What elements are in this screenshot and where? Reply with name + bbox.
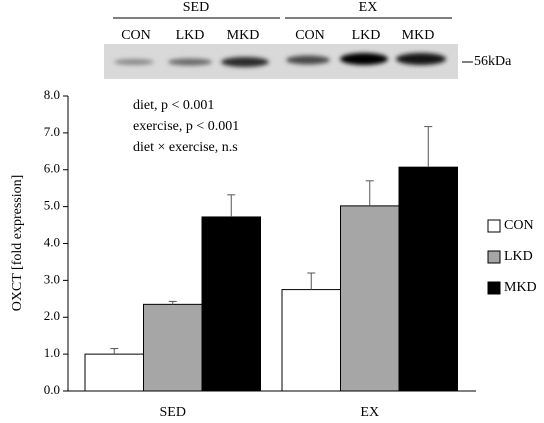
blot-group: SED bbox=[183, 0, 209, 15]
legend-label: CON bbox=[504, 218, 534, 233]
x-tick-label: SED bbox=[160, 405, 186, 420]
lane-label: MKD bbox=[227, 28, 260, 43]
legend-label: LKD bbox=[504, 249, 533, 264]
bar bbox=[399, 167, 458, 391]
legend-swatch bbox=[488, 220, 500, 232]
bar bbox=[144, 304, 203, 391]
blot-group: EX bbox=[359, 0, 378, 15]
y-tick-label: 6.0 bbox=[44, 161, 60, 176]
y-tick-label: 7.0 bbox=[44, 124, 60, 139]
y-tick-label: 5.0 bbox=[44, 198, 60, 213]
legend-label: MKD bbox=[504, 280, 537, 295]
lane-label: LKD bbox=[176, 28, 205, 43]
y-tick-label: 3.0 bbox=[44, 271, 60, 286]
bar bbox=[282, 290, 341, 391]
bar bbox=[85, 354, 144, 391]
marker-label: 56kDa bbox=[474, 54, 512, 69]
y-tick-label: 2.0 bbox=[44, 308, 60, 323]
bar bbox=[202, 217, 261, 391]
bar bbox=[341, 206, 400, 391]
lane-label: CON bbox=[121, 28, 151, 43]
lane-label: CON bbox=[295, 28, 325, 43]
legend-swatch bbox=[488, 282, 500, 294]
annotation: diet, p < 0.001 bbox=[133, 98, 214, 113]
x-tick-label: EX bbox=[360, 405, 379, 420]
lane-label: MKD bbox=[402, 28, 435, 43]
y-tick-label: 4.0 bbox=[44, 234, 60, 249]
lane-label: LKD bbox=[352, 28, 381, 43]
figure: SED EX CON LKD MKD CON LKD MKD 56kDa OXC… bbox=[0, 0, 544, 423]
y-axis-title: OXCT [fold expression] bbox=[10, 175, 25, 312]
y-tick-label: 0.0 bbox=[44, 382, 60, 397]
legend-swatch bbox=[488, 251, 500, 263]
annotation: exercise, p < 0.001 bbox=[133, 119, 239, 134]
annotation: diet × exercise, n.s bbox=[133, 140, 238, 155]
y-tick-label: 1.0 bbox=[44, 345, 60, 360]
blot: SED EX CON LKD MKD CON LKD MKD 56kDa bbox=[104, 0, 512, 79]
y-tick-label: 8.0 bbox=[44, 87, 60, 102]
